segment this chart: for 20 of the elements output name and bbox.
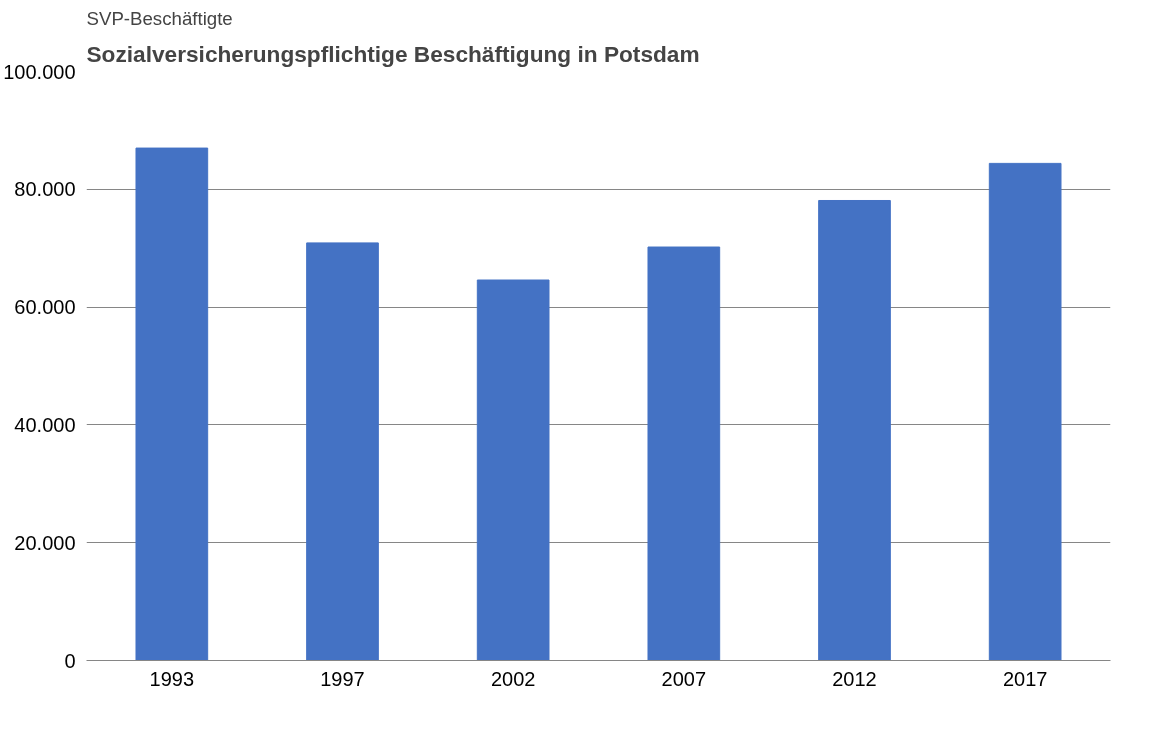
- x-tick-label: 1997: [320, 667, 365, 690]
- bar: [476, 279, 550, 661]
- x-tick-label: 2017: [1002, 667, 1048, 690]
- bar: [988, 162, 1062, 661]
- bar: [818, 199, 891, 661]
- y-tick-label: 100.000: [3, 60, 76, 83]
- y-tick-label: 20.000: [14, 531, 76, 554]
- x-tick-label: 2002: [490, 667, 536, 690]
- x-tick-label: 1993: [149, 667, 195, 690]
- y-tick-label: 0: [64, 649, 76, 672]
- bar: [647, 246, 721, 661]
- x-tick-label: 2007: [661, 667, 707, 690]
- chart-title: Sozialversicherungspflichtige Beschäftigung in Potsdam: [86, 40, 700, 67]
- bar: [306, 242, 379, 661]
- y-axis-title: SVP-Beschäftigte: [86, 7, 233, 29]
- x-tick-label: 2012: [832, 667, 877, 690]
- bar: [135, 147, 209, 661]
- y-tick-label: 80.000: [14, 178, 76, 201]
- y-tick-label: 40.000: [14, 413, 76, 436]
- y-tick-label: 60.000: [14, 296, 76, 319]
